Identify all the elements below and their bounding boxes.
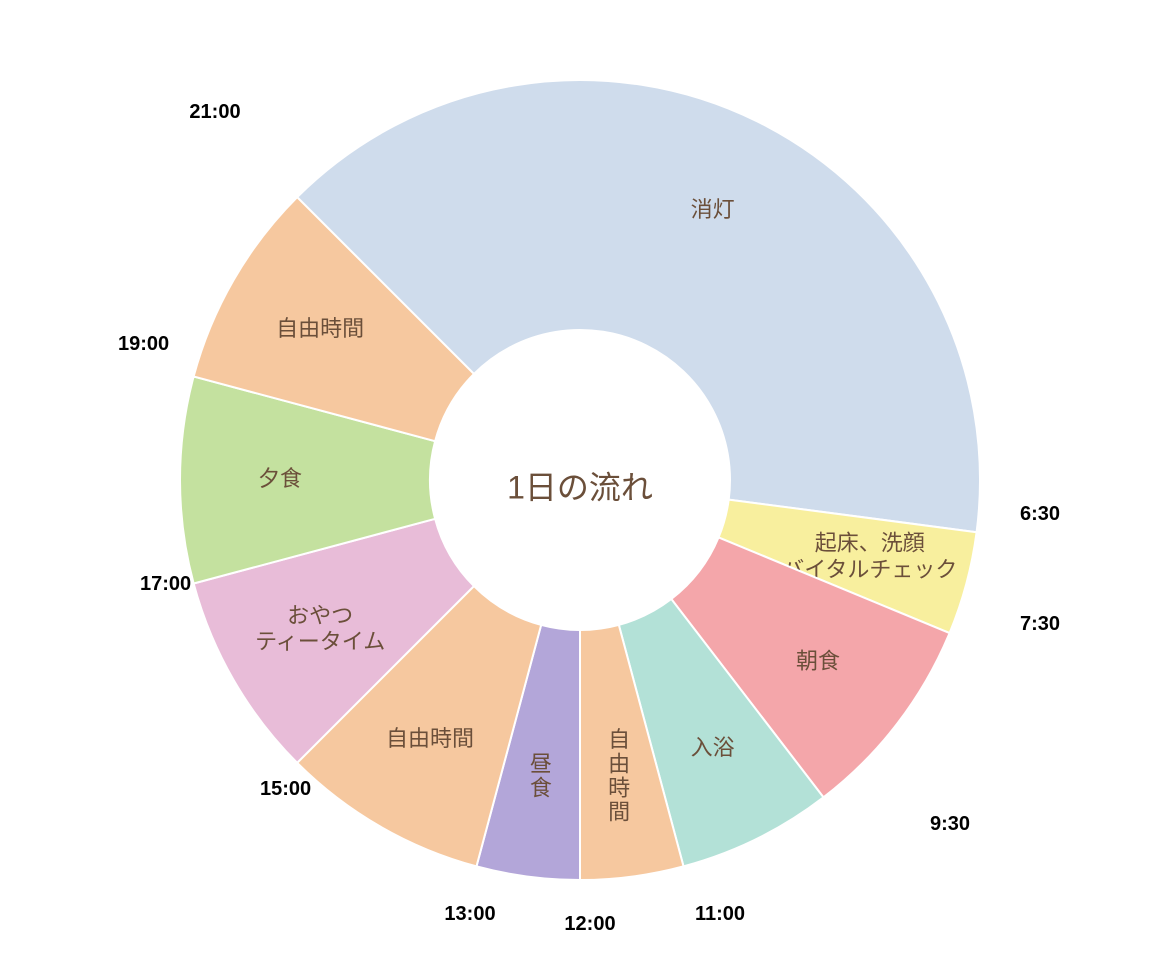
daily-schedule-donut-chart: 消灯起床、洗顔バイタルチェック朝食入浴自由時間昼食自由時間おやつティータイム夕食… <box>0 0 1170 977</box>
time-marker-13-00: 13:00 <box>444 903 495 925</box>
segment-label-9: 自由時間 <box>276 316 364 341</box>
time-marker-6-30: 6:30 <box>1020 503 1060 525</box>
time-marker-12-00: 12:00 <box>564 913 615 935</box>
segment-label-6: 自由時間 <box>386 726 474 751</box>
segment-label-3: 入浴 <box>691 735 735 760</box>
time-marker-15-00: 15:00 <box>260 778 311 800</box>
center-title: 1日の流れ <box>507 469 653 505</box>
segment-label-0: 消灯 <box>691 197 735 222</box>
segment-label-2: 朝食 <box>796 648 840 673</box>
time-marker-21-00: 21:00 <box>189 101 240 123</box>
time-marker-19-00: 19:00 <box>118 333 169 355</box>
time-marker-9-30: 9:30 <box>930 813 970 835</box>
time-marker-7-30: 7:30 <box>1020 613 1060 635</box>
time-marker-17-00: 17:00 <box>140 573 191 595</box>
segment-label-5: 昼食 <box>530 751 552 800</box>
segment-label-8: 夕食 <box>258 466 302 491</box>
segment-label-4: 自由時間 <box>608 727 630 825</box>
time-marker-11-00: 11:00 <box>695 903 745 925</box>
